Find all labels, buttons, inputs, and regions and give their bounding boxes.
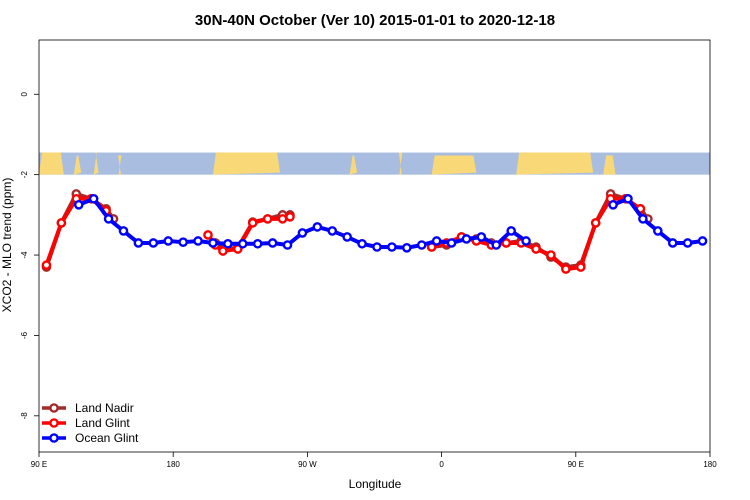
- data-point: [667, 238, 678, 248]
- data-point: [561, 264, 571, 274]
- map-land: [39, 152, 64, 175]
- legend-swatch-marker: [49, 403, 59, 413]
- data-point: [88, 193, 99, 204]
- data-point: [73, 199, 84, 210]
- axes-layer: 90 E 180 90 W 0 90 E 180 0 -2 -4 -6 -8: [20, 39, 717, 469]
- y-tick-label: 0: [20, 91, 29, 96]
- legend-swatch-marker: [49, 433, 59, 443]
- data-point: [203, 230, 213, 240]
- data-point: [431, 236, 442, 246]
- data-point: [218, 246, 228, 256]
- legend-label: Land Glint: [75, 416, 130, 430]
- data-point: [342, 232, 352, 242]
- world-map-strip: [39, 152, 710, 175]
- data-point: [590, 218, 601, 228]
- data-point: [103, 214, 114, 224]
- data-point: [267, 238, 278, 248]
- x-tick-label: 0: [439, 460, 444, 469]
- map-land: [118, 155, 122, 175]
- data-point: [546, 250, 556, 260]
- legend-label: Land Nadir: [75, 401, 134, 415]
- data-point: [476, 232, 487, 242]
- data-point: [327, 226, 338, 236]
- x-tick-label: 90 E: [568, 460, 584, 469]
- data-point: [623, 193, 633, 204]
- data-point: [531, 244, 541, 254]
- data-point: [56, 218, 67, 228]
- data-point: [312, 222, 323, 232]
- data-point: [491, 240, 502, 250]
- data-point: [133, 238, 144, 248]
- data-point: [282, 240, 293, 250]
- map-land: [93, 152, 99, 175]
- legend-swatch-marker: [49, 418, 59, 428]
- map-land: [603, 155, 616, 175]
- data-point: [402, 243, 412, 253]
- data-point: [208, 238, 218, 248]
- data-point: [297, 228, 308, 238]
- x-axis-label: Longitude: [349, 477, 402, 491]
- data-point: [237, 238, 248, 249]
- data-point: [501, 238, 512, 248]
- legend-label: Ocean Glint: [75, 431, 139, 445]
- data-point: [357, 238, 367, 249]
- data-point: [118, 226, 129, 236]
- y-tick-label: -4: [20, 251, 29, 259]
- data-point: [387, 242, 397, 252]
- data-point: [277, 214, 288, 224]
- y-tick-label: -8: [20, 412, 29, 420]
- data-point: [638, 214, 648, 224]
- data-point: [575, 262, 586, 272]
- data-point: [285, 212, 295, 222]
- y-tick-label: -6: [20, 331, 29, 339]
- x-tick-label: 180: [703, 460, 717, 469]
- data-point: [262, 214, 273, 224]
- legend-item: Land Glint: [42, 416, 130, 430]
- map-land: [349, 155, 358, 175]
- y-tick-label: -2: [20, 171, 29, 179]
- map-land: [212, 152, 281, 175]
- data-point: [372, 242, 382, 252]
- series-ocean-glint: [73, 193, 708, 253]
- data-point: [178, 237, 188, 247]
- data-point: [252, 238, 263, 249]
- series-line: [612, 196, 703, 245]
- data-point: [163, 236, 174, 246]
- data-point: [41, 260, 52, 270]
- legend-item: Ocean Glint: [42, 431, 139, 445]
- chart-title: 30N-40N October (Ver 10) 2015-01-01 to 2…: [195, 12, 555, 29]
- data-point: [653, 226, 663, 236]
- data-point: [608, 199, 618, 210]
- map-land: [73, 155, 82, 175]
- data-point: [446, 238, 457, 248]
- data-point: [506, 226, 516, 236]
- data-point: [247, 218, 258, 228]
- series-layer: [41, 189, 708, 274]
- data-point: [223, 238, 233, 249]
- x-tick-label: 180: [167, 460, 181, 469]
- data-point: [148, 238, 159, 248]
- plot-frame: [38, 39, 711, 453]
- map-land: [516, 152, 594, 175]
- data-point: [193, 236, 203, 246]
- series-land-nadir: [41, 189, 653, 272]
- map-land: [398, 152, 403, 175]
- y-axis-label: XCO2 - MLO trend (ppm): [0, 178, 14, 313]
- series-line: [78, 196, 528, 250]
- map-land: [431, 155, 477, 175]
- data-point: [697, 236, 708, 246]
- data-point: [416, 240, 427, 250]
- x-tick-label: 90 E: [31, 460, 47, 469]
- data-point: [521, 236, 531, 246]
- data-point: [461, 234, 472, 244]
- x-tick-label: 90 W: [298, 460, 317, 469]
- legend-item: Land Nadir: [42, 401, 134, 415]
- data-point: [682, 238, 693, 248]
